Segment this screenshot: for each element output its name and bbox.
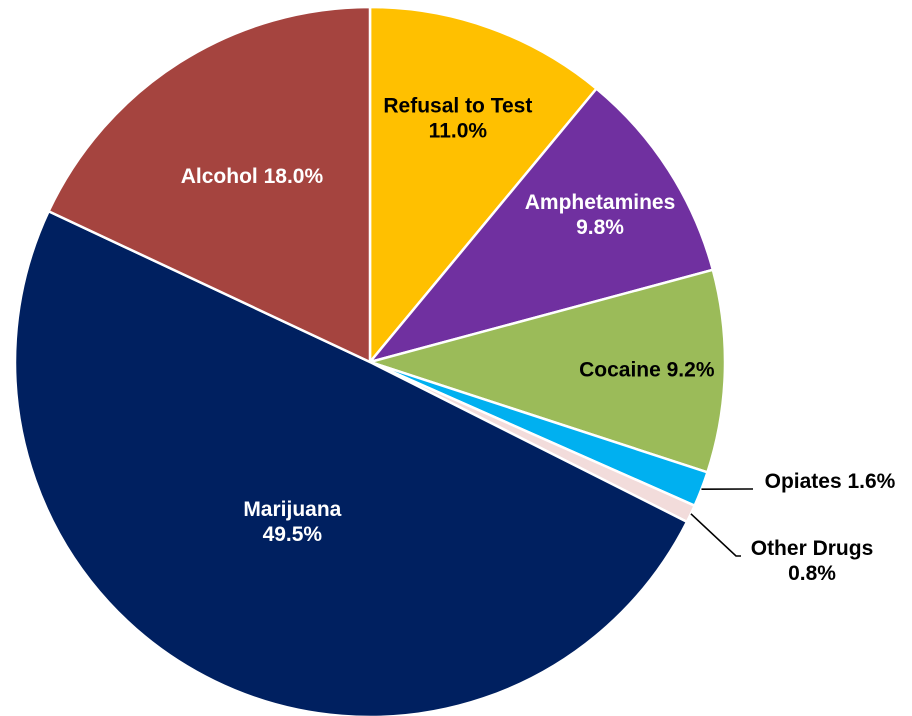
slice-label-other-drugs: Other Drugs 0.8%: [751, 537, 874, 585]
slice-label-line: Alcohol 18.0%: [181, 165, 324, 188]
slice-label-line: Other Drugs: [751, 537, 874, 560]
slice-label-amphetamines: Amphetamines 9.8%: [525, 191, 676, 239]
pie-slice-amphetamines: [368, 87, 715, 364]
slice-label-opiates: Opiates 1.6%: [765, 470, 896, 493]
slice-label-line: 11.0%: [429, 120, 488, 143]
slice-label-marijuana: Marijuana 49.5%: [243, 498, 341, 546]
pie-slice-cocaine: [368, 268, 727, 474]
slice-label-line: 9.8%: [576, 216, 624, 239]
pie-slice-alcohol: [47, 5, 372, 364]
slice-label-line: 49.5%: [263, 523, 323, 546]
slice-label-cocaine: Cocaine 9.2%: [579, 358, 715, 381]
slice-label-line: Refusal to Test: [383, 95, 532, 118]
slice-label-line: Amphetamines: [525, 191, 676, 214]
pie-slice-refusal-to-test: [368, 5, 598, 364]
pie-slice-marijuana: [13, 209, 689, 716]
slice-label-line: Marijuana: [243, 498, 341, 521]
leader-line-other-drugs: [690, 513, 741, 557]
slice-label-alcohol: Alcohol 18.0%: [181, 165, 324, 188]
slice-label-line: Opiates 1.6%: [765, 470, 896, 493]
pie-slices: [13, 5, 727, 716]
slice-label-line: 0.8%: [788, 562, 836, 585]
leader-lines: [690, 488, 753, 557]
slice-labels: Refusal to Test 11.0% Amphetamines 9.8% Coca…: [181, 95, 896, 585]
slice-label-refusal-to-test: Refusal to Test 11.0%: [383, 95, 532, 143]
slice-label-line: Cocaine 9.2%: [579, 358, 715, 381]
